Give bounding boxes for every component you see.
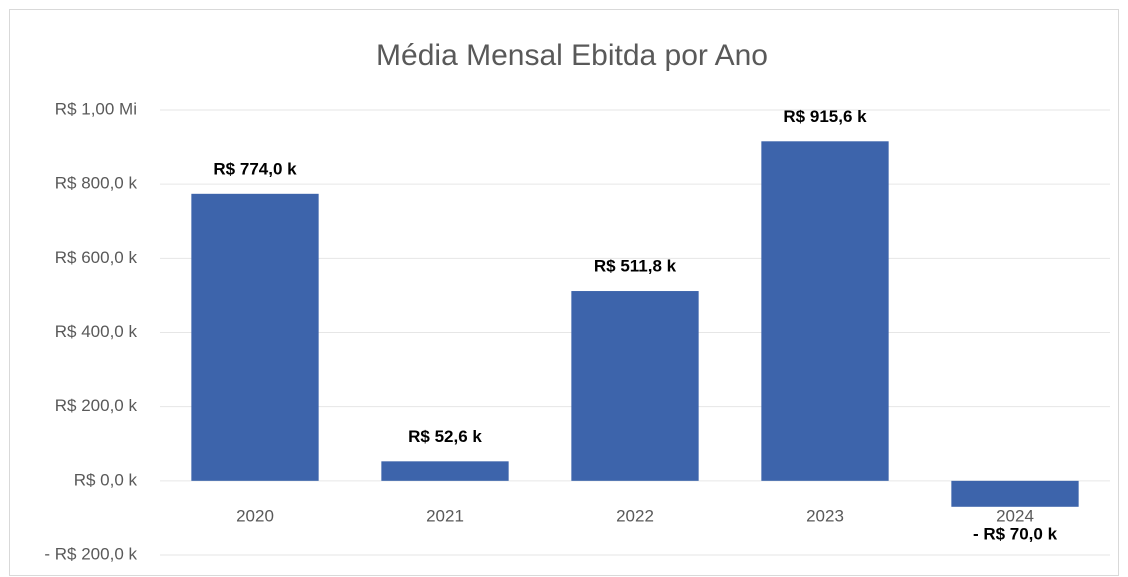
y-tick-label: R$ 0,0 k xyxy=(74,470,138,489)
y-tick-label: R$ 800,0 k xyxy=(55,174,138,193)
y-tick-label: R$ 200,0 k xyxy=(55,396,138,415)
y-tick-label: - R$ 200,0 k xyxy=(44,544,137,563)
y-tick-label: R$ 400,0 k xyxy=(55,322,138,341)
bar xyxy=(381,461,509,481)
bar xyxy=(571,291,699,481)
y-tick-label: R$ 600,0 k xyxy=(55,248,138,267)
y-tick-label: R$ 1,00 Mi xyxy=(55,99,137,118)
data-label: R$ 915,6 k xyxy=(783,107,867,126)
x-tick-label: 2020 xyxy=(236,506,274,525)
x-tick-label: 2023 xyxy=(806,506,844,525)
bar xyxy=(191,193,319,481)
x-tick-label: 2024 xyxy=(996,506,1034,525)
data-label: R$ 511,8 k xyxy=(594,257,677,276)
data-label: R$ 52,6 k xyxy=(408,427,482,446)
bar xyxy=(761,141,889,481)
data-label: R$ 774,0 k xyxy=(213,159,297,178)
x-tick-label: 2021 xyxy=(426,506,464,525)
x-tick-label: 2022 xyxy=(616,506,654,525)
data-label: - R$ 70,0 k xyxy=(973,524,1058,543)
bar xyxy=(951,480,1079,507)
chart-title: Média Mensal Ebitda por Ano xyxy=(376,39,768,72)
